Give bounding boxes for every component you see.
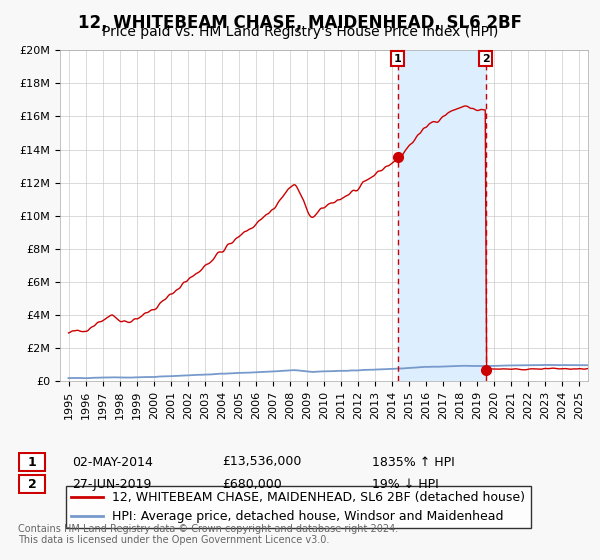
HPI: Average price, detached house, Windsor and Maidenhead: (2e+03, 1.64e+05): Average price, detached house, Windsor a… — [65, 375, 72, 381]
12, WHITEBEAM CHASE, MAIDENHEAD, SL6 2BF (detached house) — [65, 330, 72, 337]
Text: 1: 1 — [28, 455, 37, 469]
Text: Contains HM Land Registry data © Crown copyright and database right 2024.
This d: Contains HM Land Registry data © Crown c… — [18, 524, 398, 545]
Text: £680,000: £680,000 — [222, 478, 282, 491]
Line: 12, WHITEBEAM CHASE, MAIDENHEAD, SL6 2BF (detached house): 12, WHITEBEAM CHASE, MAIDENHEAD, SL6 2BF… — [68, 106, 588, 370]
12, WHITEBEAM CHASE, MAIDENHEAD, SL6 2BF (detached house) — [520, 366, 527, 373]
Text: 1: 1 — [394, 54, 401, 64]
FancyBboxPatch shape — [19, 475, 46, 493]
12, WHITEBEAM CHASE, MAIDENHEAD, SL6 2BF (detached house) — [155, 302, 162, 309]
Text: 02-MAY-2014: 02-MAY-2014 — [72, 455, 153, 469]
HPI: Average price, detached house, Windsor and Maidenhead: (2.03e+03, 9.43e+05): Average price, detached house, Windsor a… — [584, 362, 592, 368]
Text: £13,536,000: £13,536,000 — [222, 455, 301, 469]
Text: 2: 2 — [28, 478, 37, 491]
Legend: 12, WHITEBEAM CHASE, MAIDENHEAD, SL6 2BF (detached house), HPI: Average price, d: 12, WHITEBEAM CHASE, MAIDENHEAD, SL6 2BF… — [66, 486, 530, 529]
HPI: Average price, detached house, Windsor and Maidenhead: (2.02e+03, 9.03e+05): Average price, detached house, Windsor a… — [493, 362, 500, 369]
12, WHITEBEAM CHASE, MAIDENHEAD, SL6 2BF (detached house) — [462, 102, 469, 109]
HPI: Average price, detached house, Windsor and Maidenhead: (2e+03, 1.58e+05): Average price, detached house, Windsor a… — [82, 375, 89, 381]
12, WHITEBEAM CHASE, MAIDENHEAD, SL6 2BF (detached house) — [584, 365, 592, 372]
12, WHITEBEAM CHASE, MAIDENHEAD, SL6 2BF (detached house) — [268, 207, 275, 214]
HPI: Average price, detached house, Windsor and Maidenhead: (2e+03, 2.61e+05): Average price, detached house, Windsor a… — [157, 373, 164, 380]
HPI: Average price, detached house, Windsor and Maidenhead: (2.02e+03, 9.39e+05): Average price, detached house, Windsor a… — [518, 362, 526, 368]
HPI: Average price, detached house, Windsor and Maidenhead: (2.01e+03, 5.64e+05): Average price, detached house, Windsor a… — [269, 368, 276, 375]
HPI: Average price, detached house, Windsor and Maidenhead: (2.02e+03, 8.82e+05): Average price, detached house, Windsor a… — [445, 363, 452, 370]
12, WHITEBEAM CHASE, MAIDENHEAD, SL6 2BF (detached house) — [483, 366, 490, 373]
Text: 27-JUN-2019: 27-JUN-2019 — [72, 478, 151, 491]
Text: Price paid vs. HM Land Registry's House Price Index (HPI): Price paid vs. HM Land Registry's House … — [102, 25, 498, 39]
Text: 1835% ↑ HPI: 1835% ↑ HPI — [372, 455, 455, 469]
12, WHITEBEAM CHASE, MAIDENHEAD, SL6 2BF (detached house) — [443, 110, 451, 117]
Line: HPI: Average price, detached house, Windsor and Maidenhead: HPI: Average price, detached house, Wind… — [68, 365, 588, 378]
HPI: Average price, detached house, Windsor and Maidenhead: (2.01e+03, 5.86e+05): Average price, detached house, Windsor a… — [275, 368, 282, 375]
Bar — [398, 50, 486, 381]
Text: 2: 2 — [482, 54, 490, 64]
Text: 12, WHITEBEAM CHASE, MAIDENHEAD, SL6 2BF: 12, WHITEBEAM CHASE, MAIDENHEAD, SL6 2BF — [78, 14, 522, 32]
Text: 19% ↓ HPI: 19% ↓ HPI — [372, 478, 439, 491]
12, WHITEBEAM CHASE, MAIDENHEAD, SL6 2BF (detached house) — [494, 366, 502, 372]
FancyBboxPatch shape — [19, 453, 46, 471]
HPI: Average price, detached house, Windsor and Maidenhead: (2.02e+03, 9.58e+05): Average price, detached house, Windsor a… — [542, 362, 550, 368]
12, WHITEBEAM CHASE, MAIDENHEAD, SL6 2BF (detached house) — [273, 202, 280, 208]
